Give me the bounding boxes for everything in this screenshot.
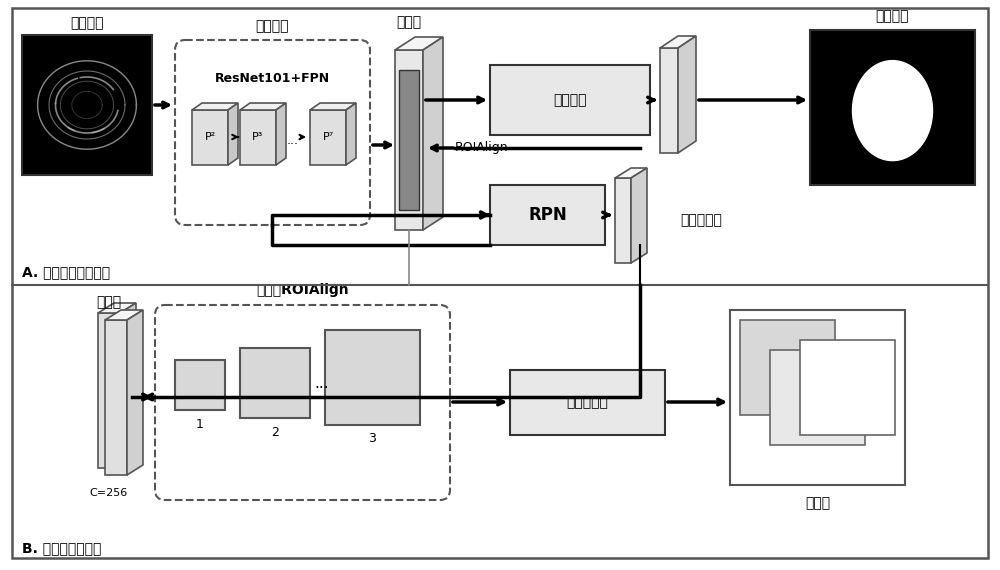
Polygon shape (91, 296, 129, 306)
Bar (810, 30, 975, 185)
Bar (730, 310, 905, 485)
Polygon shape (228, 103, 238, 165)
Bar (192, 110, 228, 165)
Bar (379, 34, 407, 214)
Polygon shape (120, 303, 136, 468)
Bar (240, 348, 310, 418)
Text: C=256: C=256 (90, 488, 128, 498)
Bar (510, 370, 665, 435)
Polygon shape (631, 168, 647, 263)
Text: ...: ... (315, 376, 329, 390)
Polygon shape (415, 29, 435, 222)
Ellipse shape (852, 60, 932, 161)
Text: 输入图像: 输入图像 (70, 16, 104, 30)
Bar (175, 360, 225, 410)
Text: 2: 2 (271, 425, 279, 438)
Text: P²: P² (204, 132, 216, 142)
Polygon shape (387, 29, 435, 42)
Text: A. 语义分割基准网络: A. 语义分割基准网络 (22, 265, 110, 279)
Polygon shape (379, 21, 427, 34)
Text: P³: P³ (252, 132, 264, 142)
Bar (800, 340, 895, 435)
Bar (98, 313, 120, 468)
Text: 掩膜模块: 掩膜模块 (553, 93, 587, 107)
Text: 自适应ROIAlign: 自适应ROIAlign (256, 283, 349, 297)
Polygon shape (678, 36, 696, 153)
Bar (22, 35, 152, 175)
Polygon shape (192, 103, 238, 110)
Bar (740, 320, 835, 415)
Polygon shape (395, 37, 443, 50)
Text: ROIAlign: ROIAlign (455, 141, 509, 154)
Polygon shape (240, 103, 286, 110)
Bar (395, 50, 423, 230)
Polygon shape (113, 296, 129, 461)
Polygon shape (98, 303, 136, 313)
Text: 特征图: 特征图 (96, 295, 122, 309)
Polygon shape (615, 168, 647, 178)
Text: ...: ... (287, 133, 299, 146)
Bar (387, 42, 415, 222)
Text: ResNet101+FPN: ResNet101+FPN (215, 71, 330, 84)
Text: 特征图: 特征图 (396, 15, 422, 29)
Polygon shape (105, 310, 143, 320)
Bar (108, 338, 124, 458)
Text: 1: 1 (196, 417, 204, 430)
Polygon shape (423, 37, 443, 230)
Text: 3: 3 (369, 433, 376, 446)
Polygon shape (660, 36, 696, 48)
Bar (770, 350, 865, 445)
Polygon shape (310, 103, 356, 110)
Text: RPN: RPN (528, 206, 567, 224)
Text: B. 目标框修正网络: B. 目标框修正网络 (22, 541, 101, 555)
Bar (105, 320, 127, 475)
Text: P⁷: P⁷ (322, 132, 334, 142)
Text: 预测掩膜: 预测掩膜 (876, 9, 909, 23)
Bar (91, 306, 113, 461)
Bar (490, 185, 605, 245)
Bar (325, 330, 420, 425)
Polygon shape (407, 21, 427, 214)
Polygon shape (127, 310, 143, 475)
Bar (399, 70, 419, 210)
Polygon shape (276, 103, 286, 165)
Bar (490, 65, 650, 135)
Text: 注意力机制: 注意力机制 (567, 396, 608, 409)
Bar (660, 48, 678, 153)
Bar (240, 110, 276, 165)
Polygon shape (346, 103, 356, 165)
Text: 特征提取: 特征提取 (256, 19, 289, 33)
Text: 候选目标框: 候选目标框 (680, 213, 722, 227)
Bar (310, 110, 346, 165)
Bar (615, 178, 631, 263)
Text: 修正框: 修正框 (805, 496, 830, 510)
